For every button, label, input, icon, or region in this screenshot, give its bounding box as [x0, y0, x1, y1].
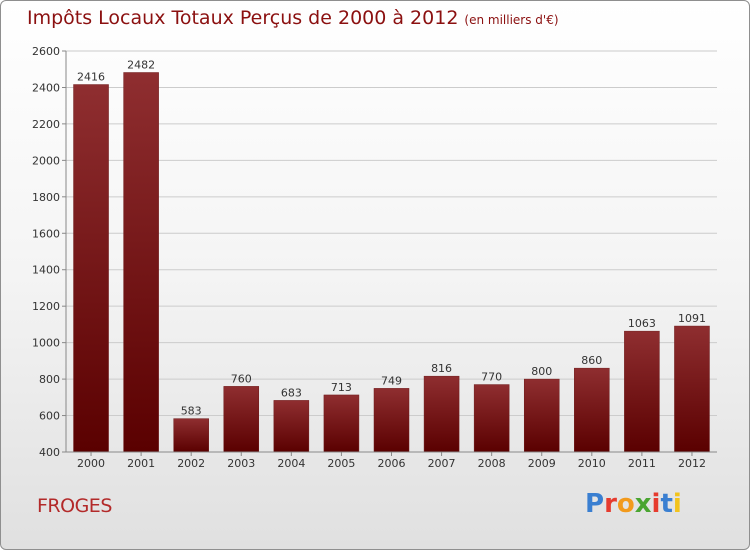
logo-letter: t [660, 489, 673, 519]
bar-2000 [73, 84, 109, 453]
y-tick-label: 1200 [32, 300, 60, 313]
bar-2009 [523, 378, 560, 453]
bar-2007 [423, 375, 460, 453]
bar-2004 [273, 400, 310, 453]
y-tick-label: 1600 [32, 227, 60, 240]
bars [73, 72, 710, 453]
logo-letter: x [634, 489, 652, 519]
logo-letter: o [616, 489, 635, 519]
x-tick-label: 2001 [127, 457, 155, 470]
bar-2008 [473, 384, 510, 453]
logo-letter: i [672, 489, 682, 519]
y-tick-label: 2200 [32, 118, 60, 131]
title-text: Impôts Locaux Totaux Perçus de 2000 à 20… [27, 7, 459, 29]
data-label-2011: 1063 [628, 317, 656, 330]
y-tick-label: 2600 [32, 45, 60, 58]
logo-letter: i [651, 489, 661, 519]
y-tick-label: 1800 [32, 191, 60, 204]
bar-2011 [624, 330, 660, 453]
x-tick-label: 2003 [227, 457, 255, 470]
data-label-2008: 770 [481, 371, 502, 384]
axes: 400 600 800 1000 1200 1400 1600 1800 2000 2200 240… [32, 45, 717, 470]
chart-title: Impôts Locaux Totaux Perçus de 2000 à 20… [27, 7, 559, 29]
proxiti-logo: Proxiti [585, 489, 682, 519]
logo-letter: P [585, 489, 605, 519]
data-label-2012: 1091 [678, 312, 706, 325]
bar-2010 [574, 367, 610, 453]
y-tick-label: 2400 [32, 81, 60, 94]
data-label-2002: 583 [181, 405, 202, 418]
x-tick-label: 2006 [378, 457, 406, 470]
y-tick-label: 1400 [32, 264, 60, 277]
x-tick-label: 2010 [578, 457, 606, 470]
data-label-2009: 800 [531, 365, 552, 378]
data-label-2004: 683 [281, 386, 302, 399]
bar-2006 [373, 388, 410, 453]
bar-2001 [123, 72, 159, 453]
bar-2005 [323, 394, 360, 453]
y-tick-label: 600 [39, 410, 60, 423]
y-tick-label: 2000 [32, 154, 60, 167]
data-label-2001: 2482 [127, 59, 155, 72]
x-tick-label: 2011 [628, 457, 656, 470]
logo-letter: r [604, 489, 617, 519]
x-tick-label: 2000 [77, 457, 105, 470]
data-labels: 2416 2482 583 760 683 713 749 816 770 800 860 1063 1… [77, 59, 706, 418]
data-label-2010: 860 [581, 354, 602, 367]
x-tick-label: 2012 [678, 457, 706, 470]
data-label-2003: 760 [231, 372, 252, 385]
commune-name: FROGES [37, 495, 112, 517]
bar-2002 [173, 418, 209, 453]
y-tick-label: 800 [39, 373, 60, 386]
data-label-2000: 2416 [77, 71, 105, 84]
x-tick-label: 2005 [327, 457, 355, 470]
bar-2003 [223, 386, 260, 453]
bar-2012 [674, 325, 710, 453]
data-label-2006: 749 [381, 374, 402, 387]
y-tick-label: 1000 [32, 337, 60, 350]
data-label-2005: 713 [331, 381, 352, 394]
data-label-2007: 816 [431, 362, 452, 375]
grid-lines [66, 50, 717, 417]
x-tick-label: 2004 [277, 457, 305, 470]
title-unit: (en milliers d'€) [464, 13, 559, 27]
x-tick-label: 2008 [478, 457, 506, 470]
y-tick-label: 400 [39, 446, 60, 459]
x-tick-label: 2002 [177, 457, 205, 470]
x-tick-label: 2007 [428, 457, 456, 470]
x-tick-label: 2009 [528, 457, 556, 470]
